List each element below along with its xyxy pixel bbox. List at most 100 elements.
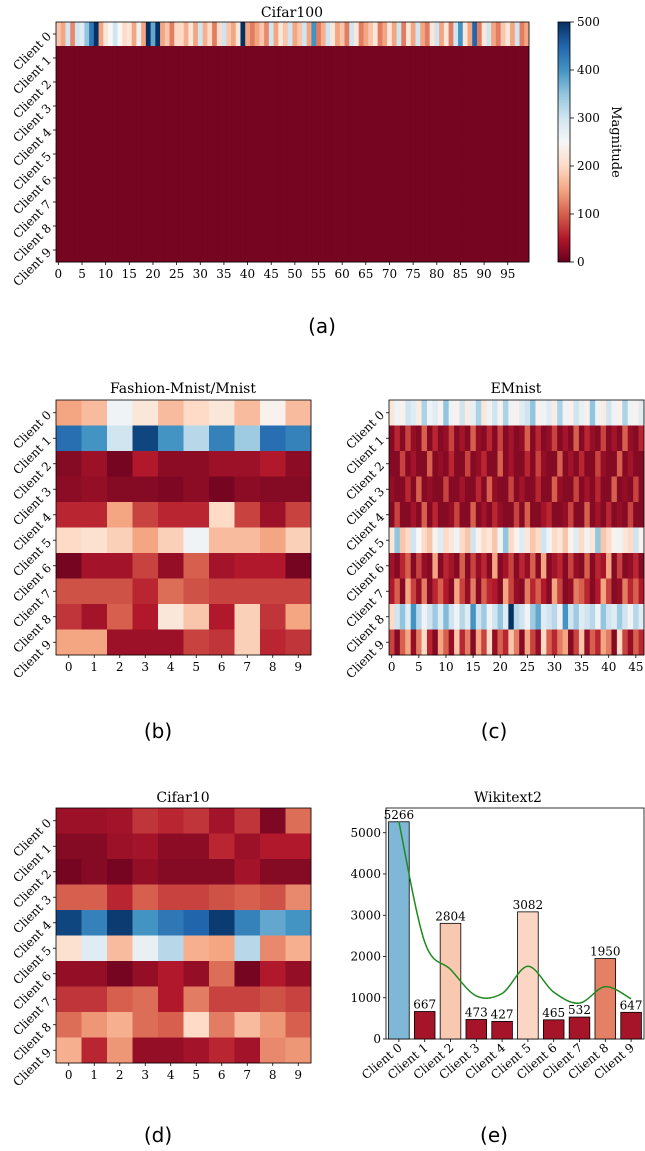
heatmap-cell [486, 70, 492, 95]
heatmap-cell [448, 629, 455, 656]
heatmap-cell [249, 190, 256, 215]
heatmap-cell [426, 604, 433, 630]
heatmap-cell [339, 190, 345, 215]
heatmap-cell [396, 190, 402, 215]
heatmap-cell [568, 629, 574, 656]
heatmap-cell [513, 629, 520, 656]
heatmap-cell [145, 166, 151, 191]
heatmap-cell [260, 604, 286, 630]
heatmap-cell [278, 22, 284, 47]
heatmap-cell [56, 400, 82, 426]
heatmap-cell [448, 425, 455, 452]
heatmap-cell [443, 22, 449, 47]
heatmap-cell [283, 22, 289, 47]
heatmap-cell [174, 46, 180, 71]
heatmap-cell [158, 961, 184, 987]
heatmap-cell [481, 118, 487, 143]
heatmap-cell [169, 142, 175, 167]
heatmap-cell [410, 22, 416, 47]
heatmap-cell [301, 214, 308, 239]
column-tick-label: 7 [243, 660, 251, 674]
heatmap-cell [551, 502, 558, 528]
heatmap-cell [316, 238, 322, 263]
heatmap-cell [183, 46, 189, 71]
heatmap-cell [254, 70, 260, 95]
heatmap-cell [216, 190, 222, 215]
heatmap-cell [56, 578, 82, 605]
heatmap-cell [193, 142, 199, 167]
heatmap-cell [524, 70, 530, 95]
heatmap-cell [519, 476, 526, 503]
heatmap-cell [638, 629, 645, 656]
heatmap-cell [108, 214, 114, 239]
heatmap-cell [234, 935, 261, 962]
heatmap-cell [524, 166, 530, 191]
heatmap-cell [387, 190, 393, 215]
heatmap-cell [65, 22, 71, 47]
column-tick-label: 20 [493, 660, 508, 674]
heatmap-cell [358, 166, 364, 191]
heatmap-cell [505, 214, 511, 239]
heatmap-cell [389, 604, 395, 630]
heatmap-cell [497, 451, 504, 477]
heatmap-cell [107, 808, 133, 834]
heatmap-cell [508, 476, 515, 503]
heatmap-cell [297, 238, 303, 263]
heatmap-cell [519, 629, 526, 656]
heatmap-cell [188, 214, 194, 239]
colorbar-tick-label: 400 [577, 63, 600, 77]
heatmap-cell [268, 70, 274, 95]
heatmap-cell [183, 578, 210, 605]
heatmap-cell [491, 94, 497, 119]
heatmap-cell [235, 166, 241, 191]
heatmap-cell [122, 166, 128, 191]
heatmap-cell [158, 451, 184, 477]
heatmap-cell [273, 238, 279, 263]
heatmap-cell [406, 70, 412, 95]
heatmap-cell [209, 502, 235, 528]
heatmap-cell [136, 238, 142, 263]
heatmap-cell [432, 527, 439, 554]
heatmap-cell [264, 22, 270, 47]
heatmap-cell [122, 94, 128, 119]
heatmap-cell [429, 190, 435, 215]
heatmap-cell [519, 142, 525, 167]
heatmap-cell [387, 166, 393, 191]
heatmap-cell [377, 70, 383, 95]
heatmap-cell [486, 553, 493, 579]
heatmap-cell [84, 142, 90, 167]
heatmap-cell [524, 400, 531, 426]
heatmap-cell [401, 190, 407, 215]
heatmap-cell [432, 553, 439, 579]
heatmap-cell [188, 238, 194, 263]
heatmap-cell [459, 604, 466, 630]
heatmap-cell [387, 70, 393, 95]
heatmap-cell [145, 238, 151, 263]
heatmap-cell [401, 142, 407, 167]
heatmap-cell [155, 22, 161, 47]
heatmap-cell [464, 553, 471, 579]
heatmap-cell [377, 118, 383, 143]
heatmap-cell [420, 94, 426, 119]
heatmap-cell [421, 400, 428, 426]
heatmap-cell [273, 70, 279, 95]
heatmap-cell [89, 142, 95, 167]
heatmap-cell [254, 142, 260, 167]
heatmap-cell [410, 214, 416, 239]
heatmap-cell [141, 22, 147, 47]
heatmap-cell [432, 578, 439, 605]
heatmap-cell [306, 70, 312, 95]
heatmap-cell [401, 166, 407, 191]
heatmap-cell [320, 94, 327, 119]
heatmap-cell [188, 46, 194, 71]
heatmap-cell [399, 502, 406, 528]
heatmap-cell [405, 578, 412, 605]
heatmap-cell [551, 425, 558, 452]
heatmap-cell [495, 214, 502, 239]
heatmap-cell [481, 70, 487, 95]
column-tick-label: 15 [465, 660, 480, 674]
heatmap-cell [546, 578, 553, 605]
heatmap-cell [183, 833, 210, 860]
heatmap-cell [401, 214, 407, 239]
